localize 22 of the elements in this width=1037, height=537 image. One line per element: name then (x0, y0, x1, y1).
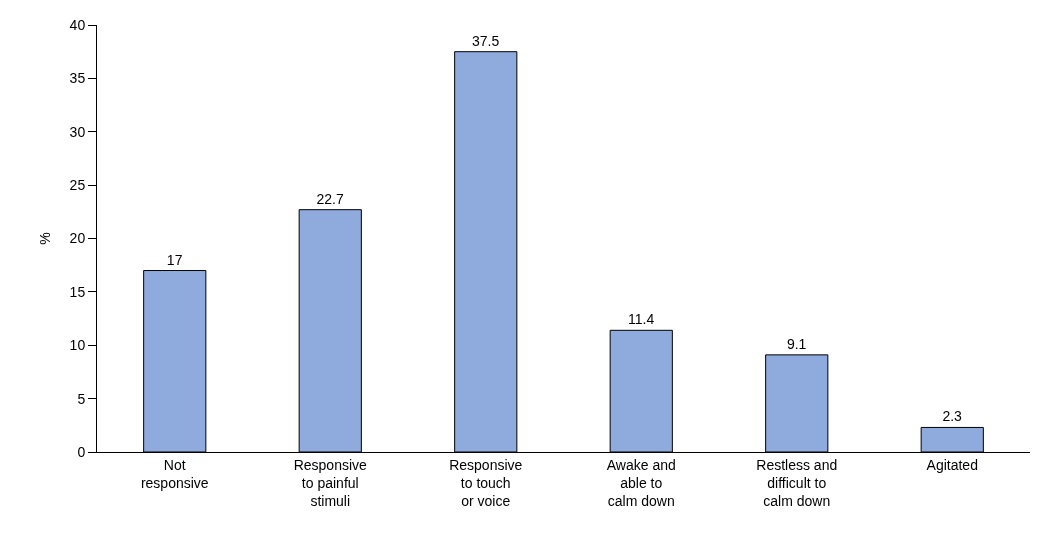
data-label: 22.7 (316, 190, 344, 207)
y-tick-label: 30 (69, 123, 86, 140)
y-tick-label: 0 (77, 443, 86, 460)
x-tick-label: Awake and able to calm down (606, 456, 676, 510)
y-tick-label: 15 (69, 283, 86, 300)
x-tick-label: Responsive to painful stimuli (293, 456, 368, 510)
x-tick-label: Restless and difficult to calm down (756, 456, 838, 510)
data-label: 9.1 (786, 335, 807, 352)
y-axis-title: % (37, 232, 54, 245)
x-tick-label: Agitated (926, 456, 978, 473)
y-tick-label: 5 (77, 390, 86, 407)
y-tick-label: 35 (69, 70, 86, 87)
y-tick-label: 40 (69, 16, 86, 33)
data-label: 2.3 (942, 408, 963, 425)
y-tick-label: 10 (69, 337, 86, 354)
data-label: 11.4 (628, 311, 655, 328)
x-tick-label: Responsive to touch or voice (449, 456, 523, 510)
data-label: 17 (166, 251, 183, 268)
y-tick-label: 25 (69, 177, 86, 194)
data-label: 37.5 (472, 32, 500, 49)
x-tick-label: Not responsive (140, 456, 209, 491)
y-tick-label: 20 (69, 230, 86, 247)
